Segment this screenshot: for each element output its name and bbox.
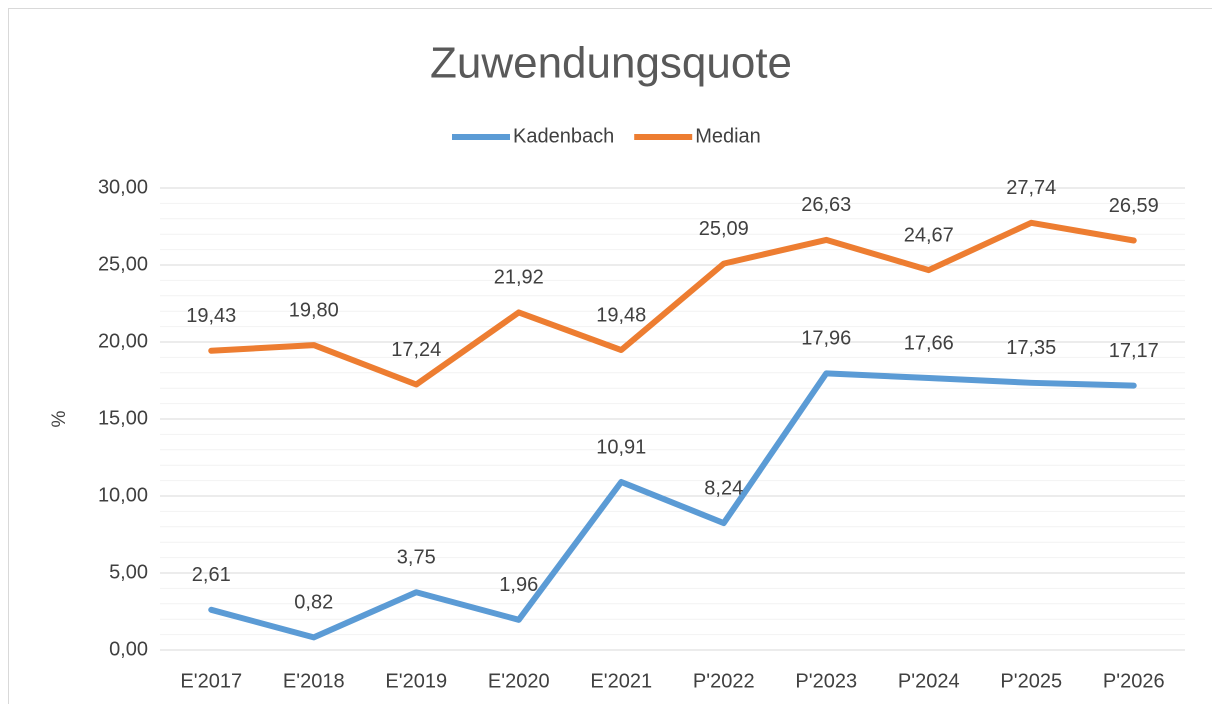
y-tick-label: 25,00	[98, 253, 148, 275]
data-label: 19,80	[289, 299, 339, 321]
x-tick-label: E'2018	[283, 670, 345, 692]
data-label: 17,96	[801, 328, 851, 350]
y-tick-label: 15,00	[98, 407, 148, 429]
data-label: 26,63	[801, 194, 851, 216]
data-label: 10,91	[596, 436, 646, 458]
legend-label: Kadenbach	[513, 125, 614, 147]
data-label: 17,17	[1109, 340, 1159, 362]
series-line	[208, 219, 1137, 388]
data-label: 27,74	[1006, 177, 1056, 199]
y-tick-label: 5,00	[109, 561, 148, 583]
data-label: 0,82	[294, 592, 333, 614]
data-label: 17,35	[1006, 337, 1056, 359]
legend-label: Median	[695, 125, 761, 147]
data-label: 19,43	[186, 305, 236, 327]
chart-title: Zuwendungsquote	[430, 39, 792, 88]
data-label: 17,24	[391, 339, 441, 361]
x-tick-label: P'2025	[1000, 670, 1062, 692]
data-label: 21,92	[494, 267, 544, 289]
data-label: 3,75	[397, 547, 436, 569]
x-tick-label: E'2021	[590, 670, 652, 692]
series-line	[208, 370, 1137, 641]
x-tick-label: P'2023	[795, 670, 857, 692]
y-axis-label: %	[49, 410, 70, 427]
x-tick-label: P'2026	[1103, 670, 1165, 692]
x-tick-label: P'2022	[693, 670, 755, 692]
y-tick-label: 0,00	[109, 638, 148, 660]
data-label: 24,67	[904, 224, 954, 246]
x-tick-label: E'2019	[385, 670, 447, 692]
data-label: 2,61	[192, 564, 231, 586]
data-label: 17,66	[904, 332, 954, 354]
y-tick-label: 20,00	[98, 330, 148, 352]
data-label: 8,24	[704, 477, 743, 499]
x-tick-label: E'2020	[488, 670, 550, 692]
data-label: 1,96	[499, 574, 538, 596]
y-tick-label: 30,00	[98, 176, 148, 198]
y-tick-label: 10,00	[98, 484, 148, 506]
data-label: 19,48	[596, 304, 646, 326]
x-tick-label: E'2017	[180, 670, 242, 692]
x-tick-label: P'2024	[898, 670, 960, 692]
data-label: 25,09	[699, 218, 749, 240]
data-label: 26,59	[1109, 195, 1159, 217]
